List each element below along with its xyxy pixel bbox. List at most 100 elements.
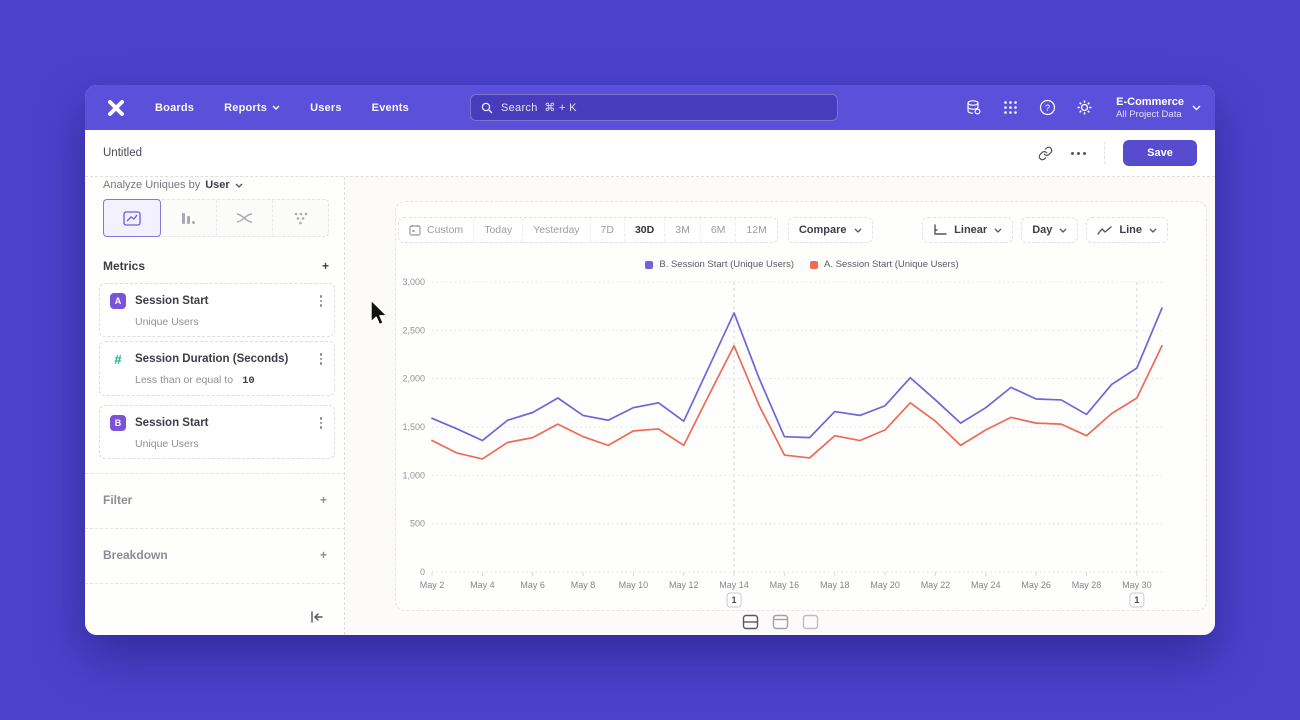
range-yesterday-button[interactable]: Yesterday [523,218,591,242]
svg-text:3,000: 3,000 [402,277,425,287]
svg-text:May 26: May 26 [1021,580,1051,590]
help-icon[interactable]: ? [1038,99,1056,117]
layout-split-icon[interactable] [740,613,760,631]
svg-text:May 16: May 16 [770,580,800,590]
chevron-down-icon [1149,228,1157,233]
metric-card-duration[interactable]: # Session Duration (Seconds) Less than o… [99,341,335,396]
nav-item-events[interactable]: Events [371,101,409,114]
range-today-button[interactable]: Today [474,218,524,242]
svg-text:500: 500 [410,519,425,529]
more-options-button[interactable] [1071,151,1086,155]
breakdown-label: Breakdown [103,547,168,562]
range-6m-button[interactable]: 6M [700,218,737,242]
metric-condition[interactable]: Less than or equal to 10 [135,374,324,387]
scale-dropdown[interactable]: Linear [922,217,1014,243]
layout-full-icon[interactable] [800,613,820,631]
condition-value[interactable]: 10 [242,375,255,387]
legend-label: B. Session Start (Unique Users) [659,259,794,270]
analyze-value-dropdown[interactable]: User [205,179,230,191]
svg-text:May 30: May 30 [1122,580,1152,590]
report-title[interactable]: Untitled [103,147,142,159]
svg-text:1,000: 1,000 [402,470,425,480]
metric-detail[interactable]: Unique Users [135,438,199,450]
legend-swatch-b [645,260,654,269]
line-style-icon [1097,225,1113,235]
add-breakdown-button[interactable]: + [319,547,327,562]
metric-detail[interactable]: Unique Users [135,316,199,328]
chart-style-dropdown[interactable]: Line [1086,217,1168,243]
interval-dropdown[interactable]: Day [1021,217,1079,243]
mixpanel-logo-icon[interactable] [103,95,129,121]
svg-text:May 20: May 20 [870,580,900,590]
settings-gear-icon[interactable] [1075,99,1093,117]
nav-item-reports[interactable]: Reports [224,102,280,114]
metric-card-b[interactable]: B Session Start Unique Users [99,405,335,459]
svg-text:May 24: May 24 [971,580,1001,590]
linear-axis-icon [934,224,947,235]
metric-menu-button[interactable] [318,351,325,367]
breakdown-section[interactable]: Breakdown + [85,528,345,580]
add-filter-button[interactable]: + [319,492,327,507]
bar-chart-icon [181,212,195,224]
app-window: Boards Reports Users Events Search ⌘ + K [85,85,1215,635]
chevron-down-icon [1059,228,1067,233]
project-name: E-Commerce [1116,95,1184,108]
project-switcher[interactable]: E-Commerce All Project Data [1116,96,1201,120]
tab-metric[interactable] [273,200,328,236]
nav-item-boards[interactable]: Boards [155,101,195,114]
divider [85,583,345,584]
save-button[interactable]: Save [1123,140,1197,166]
data-management-icon[interactable] [964,99,982,117]
metric-menu-button[interactable] [318,293,325,309]
copy-link-icon[interactable] [1038,146,1053,161]
svg-text:May 14: May 14 [719,580,749,590]
metric-card-a[interactable]: A Session Start Unique Users [99,283,335,337]
report-titlebar: Untitled Save [85,130,1215,177]
nav-item-users[interactable]: Users [310,101,342,114]
analyze-uniques-row[interactable]: Analyze Uniques by User [103,179,243,191]
collapse-sidebar-icon[interactable] [309,609,327,627]
nav-links: Boards Reports Users Events [155,102,409,114]
chevron-down-icon [272,105,280,110]
condition-operator[interactable]: Less than or equal to [135,374,234,386]
filter-label: Filter [103,492,133,507]
range-12m-button[interactable]: 12M [736,218,777,242]
metric-name: Session Start [135,417,209,429]
search-input[interactable]: Search ⌘ + K [470,94,838,121]
metrics-header: Metrics [103,259,146,273]
tab-flow[interactable] [217,200,273,236]
tab-bar-chart[interactable] [160,200,217,236]
date-range-control: Custom Today Yesterday 7D 30D 3M 6M 12M [398,217,778,243]
legend-item-b[interactable]: B. Session Start (Unique Users) [645,259,794,270]
metric-menu-button[interactable] [318,415,325,431]
range-custom-button[interactable]: Custom [399,218,475,242]
chart-controls-row: Custom Today Yesterday 7D 30D 3M 6M 12M … [398,217,1168,243]
range-7d-button[interactable]: 7D [590,218,625,242]
tab-line-chart[interactable] [103,199,162,237]
analyze-label: Analyze Uniques by [103,179,201,191]
svg-text:May 4: May 4 [470,580,495,590]
layout-top-panel-icon[interactable] [770,613,790,631]
metrics-header-row: Metrics + [103,259,329,273]
metric-name: Session Duration (Seconds) [135,353,289,365]
legend-swatch-a [810,260,818,269]
filter-section[interactable]: Filter + [85,473,345,525]
add-metric-button[interactable]: + [321,259,329,273]
svg-text:2,000: 2,000 [402,374,425,384]
top-nav: Boards Reports Users Events Search ⌘ + K [85,85,1215,130]
nav-right-cluster: ? E-Commerce All Project Data [964,85,1201,130]
svg-text:1: 1 [1134,595,1139,605]
metric-a-badge: A [110,293,126,309]
svg-text:1,500: 1,500 [402,422,425,432]
calendar-icon [409,225,421,236]
svg-text:2,500: 2,500 [402,325,425,335]
search-placeholder: Search ⌘ + K [501,102,577,114]
apps-grid-icon[interactable] [1001,99,1019,117]
range-30d-button[interactable]: 30D [624,218,666,242]
svg-text:?: ? [1045,103,1050,113]
legend-item-a[interactable]: A. Session Start (Unique Users) [810,259,959,270]
range-3m-button[interactable]: 3M [665,218,701,242]
compare-dropdown[interactable]: Compare [787,217,873,243]
insights-line-chart: 0 500 1,000 1,500 2,000 2,500 3,000 May 2 May 4 M… [402,277,1163,608]
chevron-down-icon [1192,105,1201,110]
